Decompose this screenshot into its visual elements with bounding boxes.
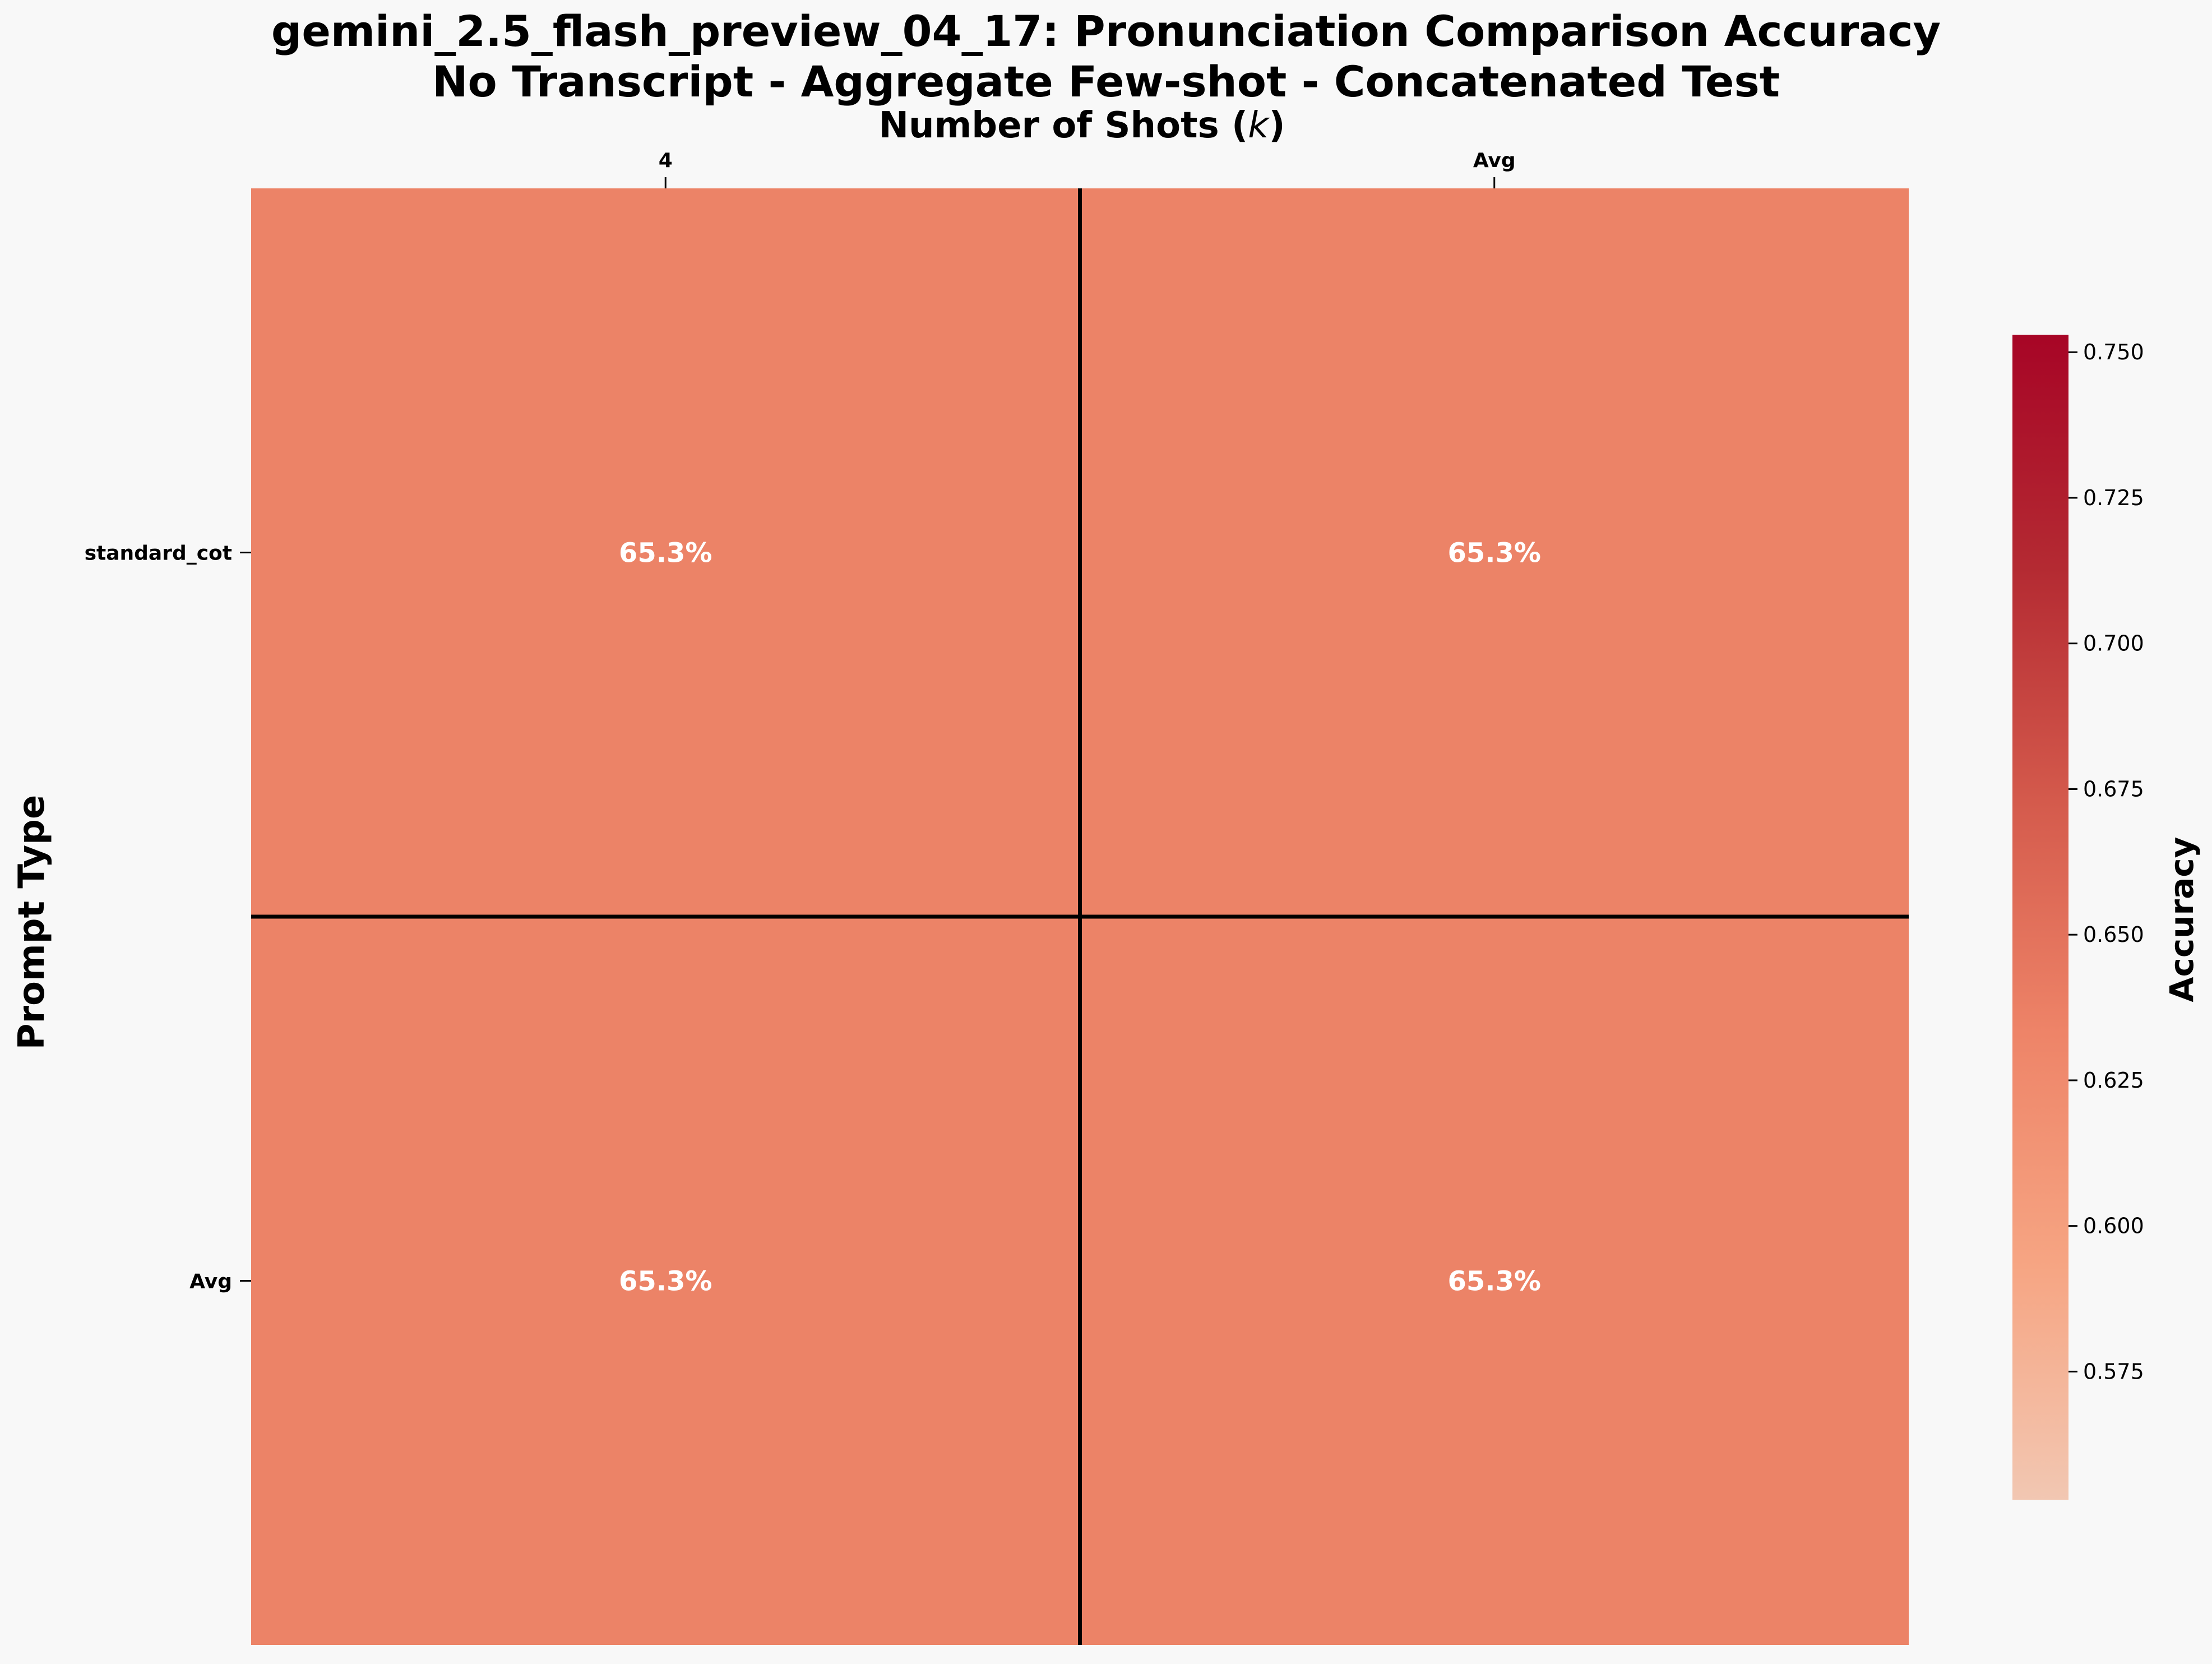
colorbar-scale [2012,335,2068,1500]
colorbar-tick-label-7: 0.750 [2083,340,2144,364]
chart-subtitle: No Transcript - Aggregate Few-shot - Con… [432,57,1780,107]
colorbar-tick-label-0: 0.575 [2083,1359,2144,1384]
colorbar-ticks: 0.575 0.600 0.625 0.650 0.675 0.700 0.725 0.750 [2068,340,2144,1384]
cell-dividers [251,188,1909,1645]
x-axis-title-prefix: Number of Shots ( [878,105,1248,146]
cell-label-1-0: 65.3% [619,1266,712,1297]
x-tick-label-1: Avg [1473,149,1516,172]
y-tick-label-0: standard_cot [85,542,232,565]
colorbar-tick-label-5: 0.700 [2083,631,2144,656]
x-axis-title: Number of Shots (k) [878,105,1285,146]
y-axis-title: Prompt Type [11,795,53,1050]
colorbar-tick-label-3: 0.650 [2083,922,2144,947]
chart-title: gemini_2.5_flash_preview_04_17: Pronunci… [271,6,1941,56]
colorbar-tick-label-6: 0.725 [2083,486,2144,510]
x-axis-title-variable: k [1248,105,1270,146]
colorbar-tick-label-4: 0.675 [2083,776,2144,801]
cell-label-0-0: 65.3% [619,538,712,569]
heatmap-cells [251,188,1909,1645]
cell-label-1-1: 65.3% [1447,1266,1541,1297]
colorbar-tick-label-2: 0.625 [2083,1068,2144,1093]
heatmap-cell-0-1 [1080,188,1909,917]
colorbar-label: Accuracy [2163,837,2201,1002]
cell-label-0-1: 65.3% [1447,538,1541,569]
x-axis-ticks: 4 Avg [659,149,1516,188]
heatmap-cell-0-0 [251,188,1080,917]
y-tick-label-1: Avg [189,1270,232,1293]
x-tick-label-0: 4 [659,149,673,172]
cell-value-labels: 65.3% 65.3% 65.3% 65.3% [619,538,1541,1297]
y-axis-ticks: standard_cot Avg [85,542,251,1293]
colorbar: 0.575 0.600 0.625 0.650 0.675 0.700 0.725 0.750… [2012,335,2201,1500]
heatmap-cell-1-0 [251,917,1080,1645]
colorbar-tick-label-1: 0.600 [2083,1214,2144,1238]
x-axis-title-suffix: ) [1269,105,1285,146]
heatmap-cell-1-1 [1080,917,1909,1645]
